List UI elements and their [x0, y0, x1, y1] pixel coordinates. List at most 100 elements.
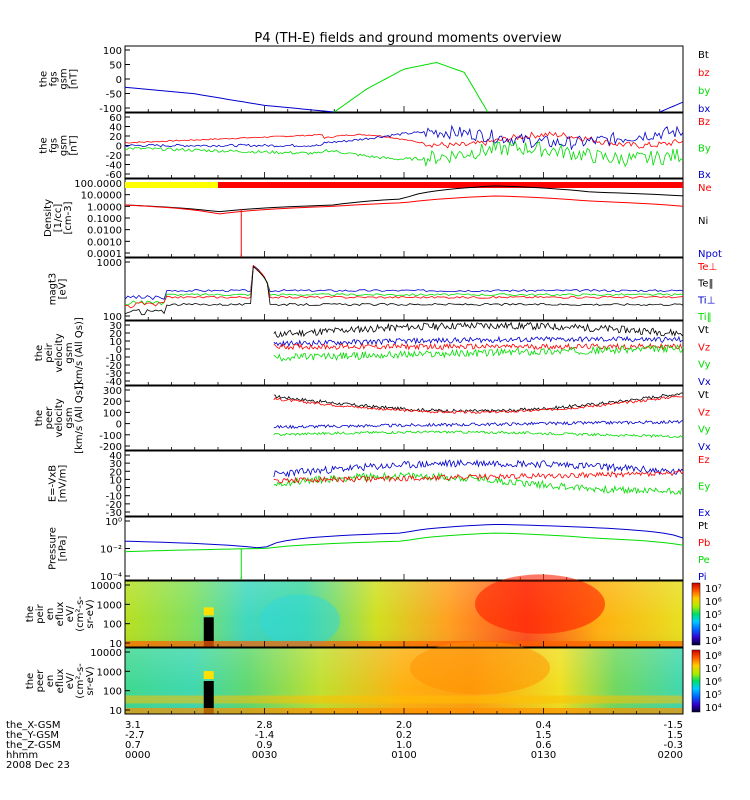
ylabel-line: the [39, 137, 50, 153]
legend-bx: bx [698, 104, 710, 115]
x-row-label: hhmm [6, 750, 38, 761]
ylabel-line: sr-eV) [85, 599, 96, 628]
panel-density-ylabel: Density[1/cc][cm-3] [43, 199, 74, 237]
y-tick-label: 60 [109, 113, 122, 124]
series-Ti-perp [124, 264, 684, 301]
legend-Vz: Vz [698, 342, 710, 353]
panel-fgs-gsm-dsl-ylabel: thefgsgsm[nT] [39, 135, 80, 156]
panel-magt3: magt3[eV] 1000 100 Te⊥ Te‖ Ti⊥ Ti‖ [48, 257, 717, 323]
legend-Pe: Pe [698, 555, 710, 566]
panel-magt3-ylabel: magt3[eV] [48, 273, 69, 306]
x-tick-value: 0.2 [396, 730, 412, 741]
ylabel-line: sr-eV) [85, 666, 96, 695]
x-row-label: the_X-GSM [6, 720, 60, 731]
colorbar-tick: 10⁷ [705, 664, 722, 675]
ylabel-line: peer [35, 669, 46, 693]
y-tick-label: 0 [116, 420, 122, 431]
series-Bz [124, 131, 684, 149]
series-Ey [273, 471, 684, 496]
ylabel-line: Density [43, 199, 54, 237]
series-Vx [273, 335, 684, 348]
y-tick-label: 10 [109, 337, 122, 348]
panel-fgs-gsm-ylabel: thefgsgsm[nT] [39, 68, 80, 89]
y-tick-label: 10.0000 [81, 191, 122, 202]
legend-Vy: Vy [698, 360, 711, 371]
flux-peak [410, 641, 550, 695]
colorbar-tick: 10⁶ [705, 677, 722, 688]
legend-Ti⊥: Ti⊥ [697, 295, 715, 306]
panel-pressure: Pressure[nPa] 10⁰ 10⁻² 10⁻⁴ Pt Pb Pe Pi [48, 516, 710, 583]
y-tick-label: 10 [109, 706, 122, 717]
x-tick-value: 2.0 [396, 720, 412, 731]
series-Te-par [124, 265, 684, 316]
x-tick-value: -1.5 [663, 720, 683, 731]
legend-Vt: Vt [698, 390, 709, 401]
ylabel-line: [nT] [69, 135, 80, 155]
panel-pressure-ylabel: Pressure[nPa] [48, 527, 69, 570]
y-tick-label: 0.0010 [87, 237, 122, 248]
y-tick-label: 100 [103, 312, 122, 323]
x-tick-value: 3.1 [125, 720, 141, 731]
y-tick-label: 200 [103, 397, 122, 408]
panel-frame [124, 516, 684, 581]
ylabel-line: [nPa] [58, 535, 69, 561]
ylabel-line: [nT] [69, 69, 80, 89]
y-tick-label: 10⁻⁴ [100, 572, 122, 583]
y-tick-label: 40 [109, 451, 122, 462]
panel-frame [124, 178, 684, 258]
x-tick-value: -2.7 [125, 730, 145, 741]
series-Vz [273, 342, 684, 351]
series-bx [124, 86, 335, 113]
ylabel-line: E=-VxB [48, 465, 59, 502]
panel-fgs-gsm: thefgsgsm[nT] 100 50 0 -50 -100 Bt bz by bx [39, 45, 710, 115]
x-tick-value: 0.6 [536, 740, 552, 751]
colorbar-tick: 10⁷ [705, 584, 722, 595]
legend-By: By [698, 144, 711, 155]
x-row-label: the_Z-GSM [6, 740, 61, 751]
ylabel-line: gsm [59, 135, 70, 156]
ylabel-line: the [39, 71, 50, 87]
panel-peir-spectro-ylabel: thepeirenefluxeV/(cm²-s-sr-eV) [25, 596, 96, 632]
series-Vz [273, 395, 684, 414]
legend-Pi: Pi [698, 572, 707, 583]
figure-title: P4 (TH-E) fields and ground moments over… [254, 31, 562, 46]
panel-peer-spectro-ylabel: thepeerenefluxeV/(cm²-s-sr-eV) [25, 663, 96, 699]
series-Pt [124, 524, 684, 549]
y-tick-label: 0 [116, 142, 122, 153]
ylabel-line: en [45, 675, 56, 688]
y-tick-label: 0 [116, 345, 122, 356]
ylabel-line: [1/cc] [53, 204, 64, 233]
legend-Bx: Bx [698, 170, 711, 181]
ylabel-line: gsm [64, 342, 75, 363]
series-By [124, 140, 684, 168]
legend-Ti‖: Ti‖ [697, 312, 712, 323]
y-tick-label: 20 [109, 329, 122, 340]
ylabel-line: [cm-3] [63, 201, 74, 234]
legend-Vz: Vz [698, 407, 710, 418]
colorbar [691, 582, 701, 646]
y-tick-label: 0.0100 [87, 226, 122, 237]
y-tick-label: 10 [109, 475, 122, 486]
legend-Npot: Npot [698, 249, 722, 260]
legend-Ey: Ey [698, 482, 710, 493]
data-gap [203, 617, 214, 647]
x-tick-value: 0.4 [536, 720, 552, 731]
series-bx-end [659, 101, 684, 113]
x-tick-value: 0.9 [257, 740, 273, 751]
x-tick-value: 0100 [391, 750, 416, 761]
y-tick-label: 100 [103, 620, 122, 631]
flux-band [125, 695, 683, 704]
ylabel-line: [km/s (All Qs)] [74, 382, 85, 454]
y-tick-label: 1.0000 [87, 202, 122, 213]
panel-peir-spectro: thepeirenefluxeV/(cm²-s-sr-eV) 10⁷ 10⁶ 10⁵ 1… [25, 574, 722, 650]
quality-bar-red [218, 182, 683, 188]
series-Ex [273, 458, 684, 478]
panel-peer-spectro: thepeerenefluxeV/(cm²-s-sr-eV) 10⁸ 10⁷ 10⁶ 1… [25, 641, 722, 717]
ylabel-line: (cm²-s- [75, 596, 86, 632]
ylabel-line: the [34, 410, 45, 426]
y-tick-label: 300 [103, 386, 122, 397]
